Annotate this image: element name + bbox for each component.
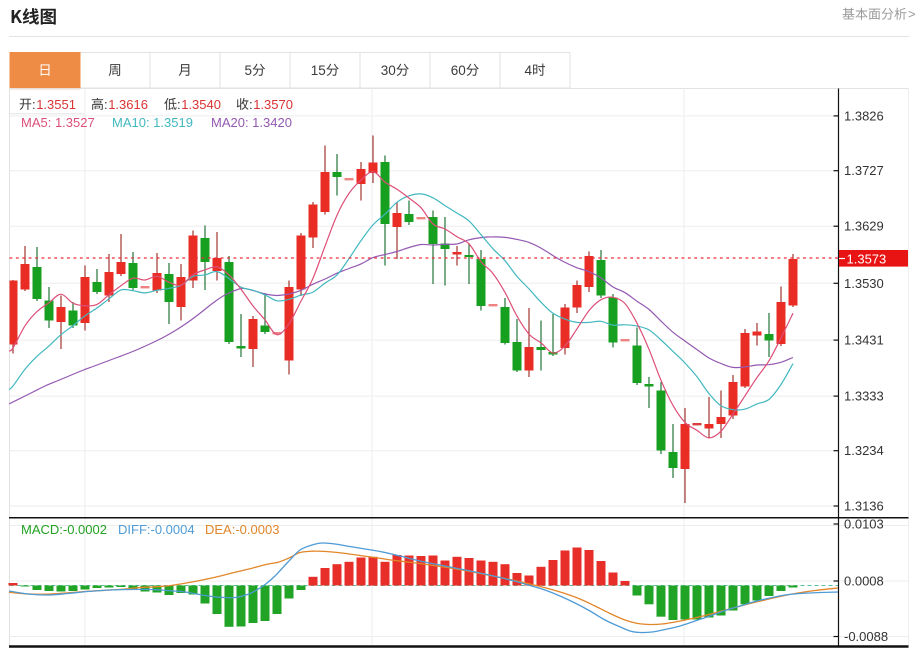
svg-text:30: 30 xyxy=(381,63,396,78)
svg-text:1.3136: 1.3136 xyxy=(844,499,884,514)
svg-text:4: 4 xyxy=(525,63,533,78)
svg-text:0.0008: 0.0008 xyxy=(844,574,884,589)
svg-text::: : xyxy=(104,97,108,112)
svg-text:15: 15 xyxy=(311,63,326,78)
svg-text:DEA:-0.0003: DEA:-0.0003 xyxy=(205,522,279,537)
svg-text:60: 60 xyxy=(451,63,466,78)
svg-text:1.3540: 1.3540 xyxy=(181,97,221,112)
svg-text:1.3570: 1.3570 xyxy=(253,97,293,112)
svg-text:1.3530: 1.3530 xyxy=(844,276,884,291)
svg-text:1.3431: 1.3431 xyxy=(844,333,884,348)
svg-text:-0.0088: -0.0088 xyxy=(844,629,888,644)
svg-text:1.3573: 1.3573 xyxy=(847,251,887,266)
svg-text:>: > xyxy=(908,7,916,22)
svg-text:1.3727: 1.3727 xyxy=(844,163,884,178)
svg-text::: : xyxy=(32,97,36,112)
svg-text:5: 5 xyxy=(245,63,253,78)
svg-text::: : xyxy=(177,97,181,112)
svg-text:1.3826: 1.3826 xyxy=(844,108,884,123)
svg-text:0.0103: 0.0103 xyxy=(844,517,884,532)
svg-text:1.3616: 1.3616 xyxy=(108,97,148,112)
svg-text:1.3551: 1.3551 xyxy=(36,97,76,112)
svg-text:1.3234: 1.3234 xyxy=(844,443,884,458)
svg-text:DIFF:-0.0004: DIFF:-0.0004 xyxy=(118,522,195,537)
svg-text:MA10: 1.3519: MA10: 1.3519 xyxy=(112,115,193,130)
svg-text:1.3629: 1.3629 xyxy=(844,219,884,234)
svg-text:1.3333: 1.3333 xyxy=(844,389,884,404)
svg-text:MACD:-0.0002: MACD:-0.0002 xyxy=(21,522,107,537)
svg-text:MA20: 1.3420: MA20: 1.3420 xyxy=(211,115,292,130)
svg-text:MA5: 1.3527: MA5: 1.3527 xyxy=(21,115,95,130)
svg-text::: : xyxy=(249,97,253,112)
